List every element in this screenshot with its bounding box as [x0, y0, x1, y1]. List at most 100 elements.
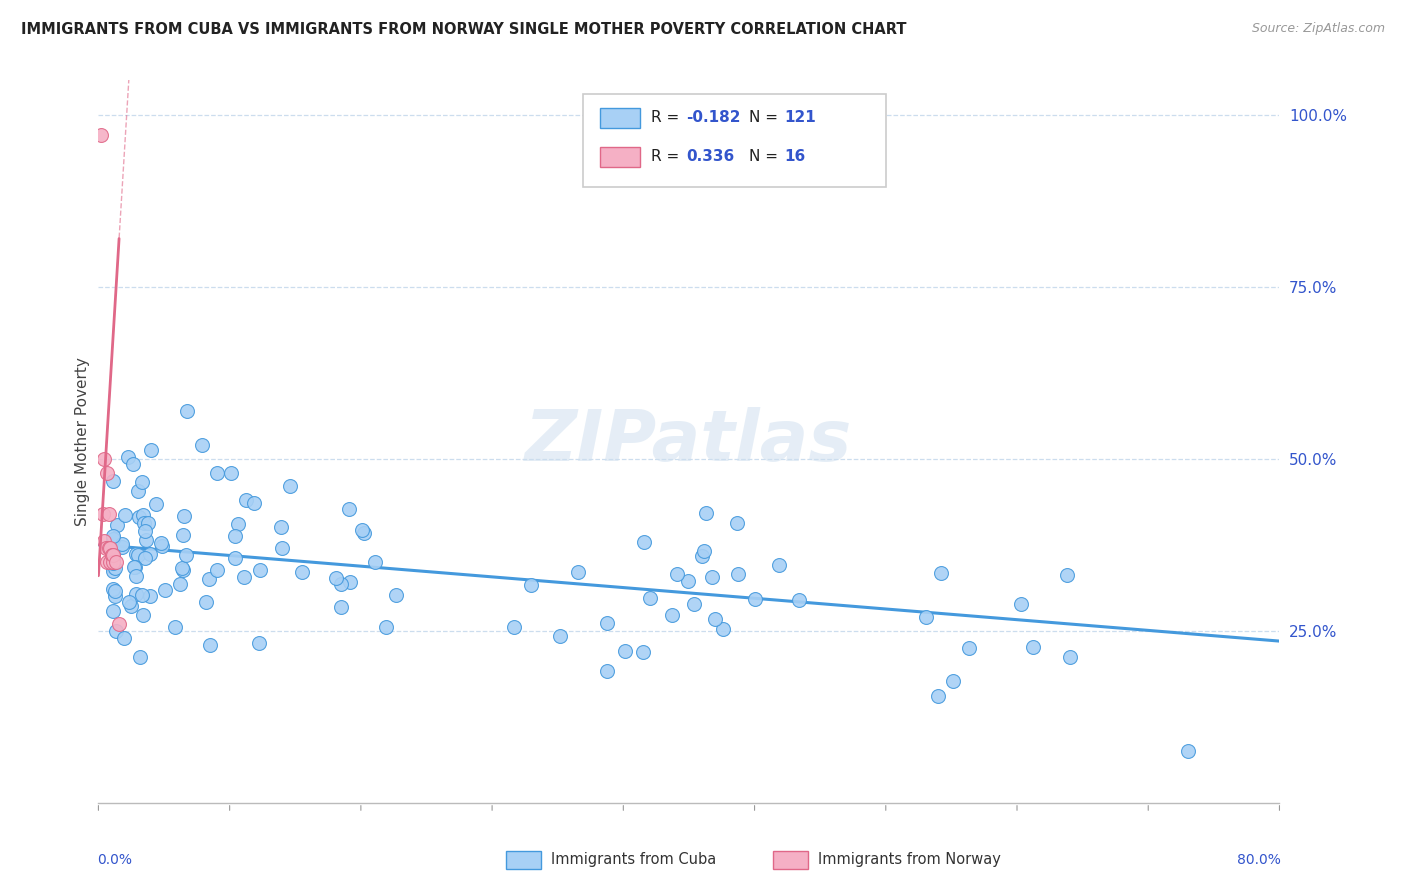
Point [172, 528, 194, 542]
Point [205, 563, 228, 577]
Point [502, 620, 524, 634]
Point [132, 508, 155, 523]
Point [93, 451, 115, 466]
Point [127, 484, 149, 499]
Point [744, 591, 766, 606]
Point [247, 636, 270, 650]
Text: 0.0%: 0.0% [97, 854, 132, 867]
Point [153, 582, 176, 597]
Point [104, 560, 127, 574]
Point [375, 619, 398, 633]
Point [224, 550, 246, 565]
Point [198, 638, 221, 652]
Text: Source: ZipAtlas.com: Source: ZipAtlas.com [1251, 22, 1385, 36]
Point [124, 547, 146, 561]
Point [163, 619, 186, 633]
Point [124, 560, 146, 574]
Point [249, 563, 271, 577]
Point [711, 622, 734, 636]
Point [683, 597, 706, 611]
Point [352, 524, 374, 538]
Point [957, 640, 980, 655]
Point [385, 588, 408, 602]
Point [942, 673, 965, 688]
Text: -0.182: -0.182 [686, 111, 741, 125]
Point [103, 559, 125, 574]
Point [703, 612, 725, 626]
Point [103, 545, 125, 559]
Point [139, 547, 162, 561]
Point [127, 548, 149, 562]
Point [120, 599, 142, 614]
Point [197, 572, 219, 586]
Point [125, 569, 148, 583]
Point [174, 548, 197, 562]
Point [139, 590, 162, 604]
Point [107, 517, 129, 532]
Point [232, 569, 254, 583]
Point [173, 508, 195, 523]
Point [169, 576, 191, 591]
Point [103, 475, 125, 489]
Point [94, 541, 117, 556]
Point [104, 584, 127, 599]
Point [105, 555, 128, 569]
Point [665, 566, 688, 581]
Point [112, 631, 135, 645]
Point [131, 588, 153, 602]
Point [1056, 568, 1078, 582]
Point [339, 574, 361, 589]
Point [613, 644, 636, 658]
Point [103, 548, 125, 562]
Point [700, 569, 723, 583]
Point [1177, 744, 1199, 758]
Point [98, 555, 121, 569]
Point [122, 457, 145, 471]
Point [103, 604, 125, 618]
Point [329, 600, 352, 615]
Point [1059, 650, 1081, 665]
Point [219, 466, 242, 480]
Point [205, 466, 228, 480]
Point [633, 645, 655, 659]
Point [128, 649, 150, 664]
Text: N =: N = [749, 149, 783, 163]
Point [693, 544, 716, 558]
Point [170, 561, 193, 575]
Y-axis label: Single Mother Poverty: Single Mother Poverty [75, 357, 90, 526]
Point [690, 549, 713, 563]
Point [228, 516, 250, 531]
Point [235, 493, 257, 508]
Point [103, 548, 125, 562]
Text: R =: R = [651, 149, 685, 163]
Point [117, 450, 139, 465]
Point [118, 594, 141, 608]
Point [104, 589, 127, 603]
Point [98, 541, 121, 556]
Text: 16: 16 [785, 149, 806, 163]
Point [915, 610, 938, 624]
Point [291, 565, 314, 579]
Point [548, 629, 571, 643]
Point [97, 541, 120, 556]
Text: 121: 121 [785, 111, 817, 125]
Point [145, 497, 167, 511]
Point [131, 475, 153, 489]
Point [152, 539, 174, 553]
Point [280, 479, 302, 493]
Point [325, 571, 347, 585]
Text: Immigrants from Cuba: Immigrants from Cuba [551, 853, 717, 867]
Point [1010, 598, 1032, 612]
Point [124, 559, 146, 574]
Point [96, 466, 118, 480]
Point [103, 564, 125, 578]
Point [337, 502, 360, 516]
Point [136, 516, 159, 530]
Point [93, 534, 115, 549]
Point [111, 541, 134, 555]
Point [364, 555, 387, 569]
Point [224, 529, 246, 543]
Point [103, 556, 125, 570]
Point [595, 664, 617, 678]
Point [191, 438, 214, 452]
